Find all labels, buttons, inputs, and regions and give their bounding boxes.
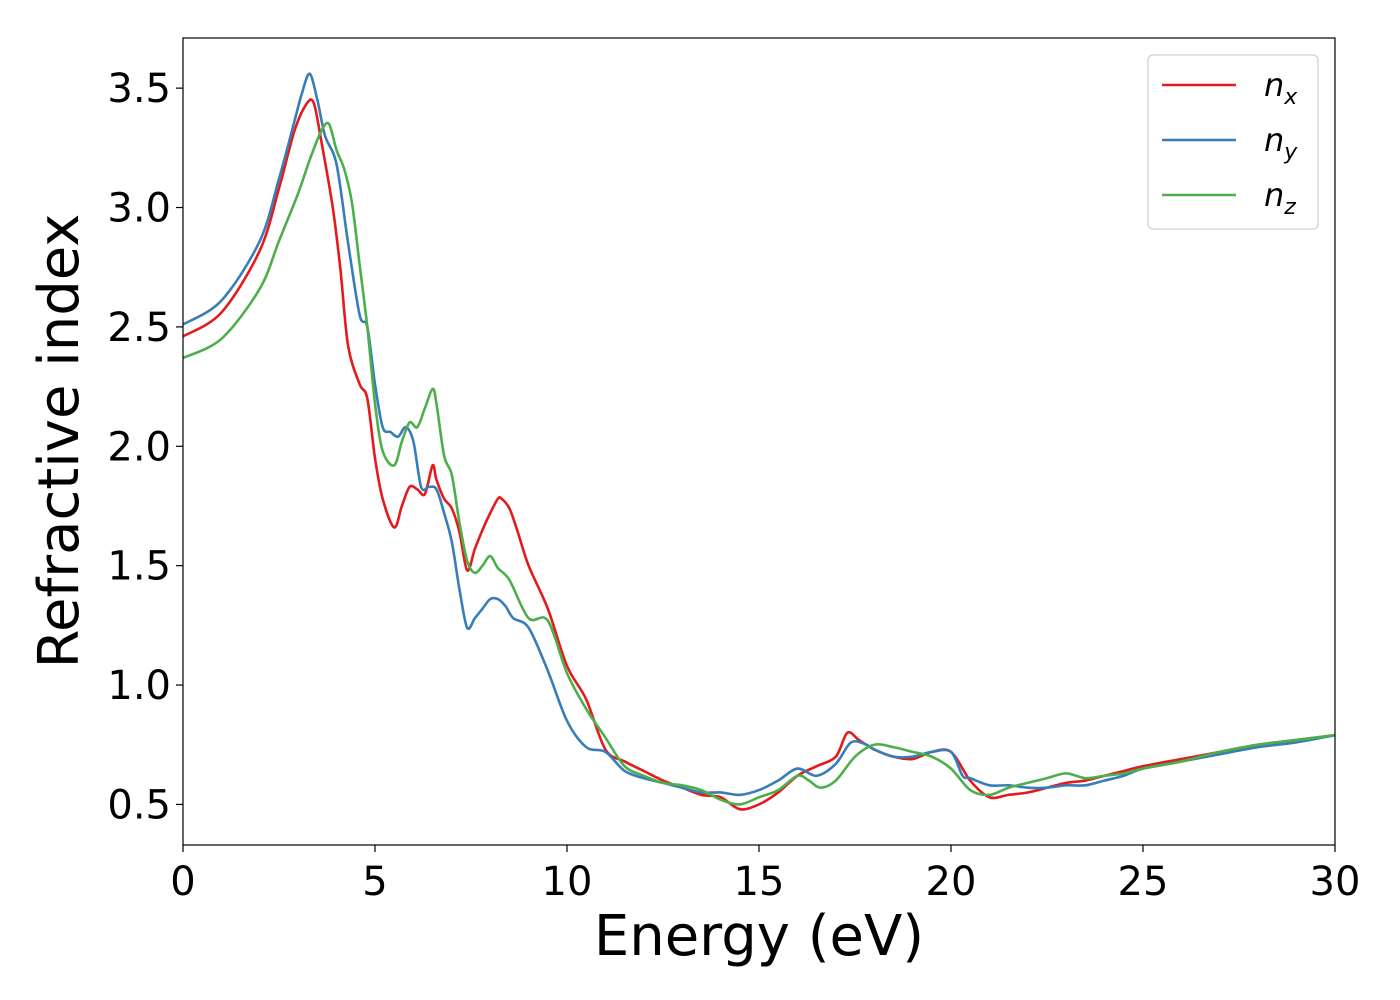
series-line-n-x [182, 98, 1336, 811]
series-line-n-y [182, 72, 1336, 797]
x-tick-label: 20 [926, 859, 977, 905]
x-tick-label: 10 [542, 859, 593, 905]
x-tick-label: 0 [170, 859, 195, 905]
y-axis-label: Refractive index [27, 214, 92, 669]
x-tick-label: 25 [1118, 859, 1169, 905]
x-tick-label: 5 [362, 859, 387, 905]
y-tick-label: 0.5 [107, 782, 171, 828]
legend-box [1147, 54, 1319, 230]
y-tick-label: 3.5 [107, 66, 171, 112]
y-tick-label: 1.0 [107, 663, 171, 709]
plot-frame [182, 37, 1336, 846]
series-line-n-z [182, 121, 1336, 806]
y-tick-label: 2.5 [107, 305, 171, 351]
x-axis-label: Energy (eV) [594, 904, 924, 969]
y-axis-ticks: 0.5 1.0 1.5 2.0 2.5 3.0 3.5 [107, 66, 183, 828]
y-tick-label: 1.5 [107, 544, 171, 590]
y-tick-label: 3.0 [107, 186, 171, 232]
x-tick-label: 30 [1310, 859, 1361, 905]
plot-background [183, 38, 1335, 845]
series-layer [182, 72, 1336, 811]
y-tick-label: 2.0 [107, 424, 171, 470]
x-tick-label: 15 [734, 859, 785, 905]
x-axis-ticks: 0 5 10 15 20 25 30 [170, 845, 1360, 905]
